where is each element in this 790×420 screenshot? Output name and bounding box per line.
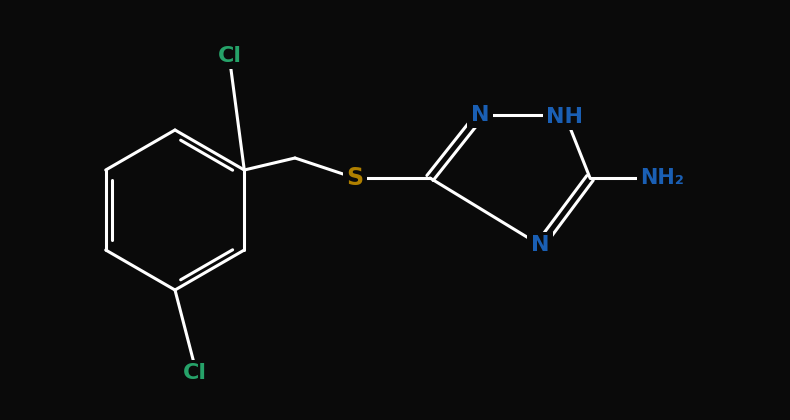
Text: NH: NH [547,107,584,127]
Text: Cl: Cl [218,46,242,66]
Text: NH₂: NH₂ [640,168,684,188]
Text: S: S [347,166,363,190]
Text: N: N [531,235,549,255]
Text: Cl: Cl [183,363,207,383]
Text: Cl: Cl [183,363,207,383]
Text: Cl: Cl [218,46,242,66]
Text: S: S [347,166,363,190]
Text: N: N [471,105,489,125]
